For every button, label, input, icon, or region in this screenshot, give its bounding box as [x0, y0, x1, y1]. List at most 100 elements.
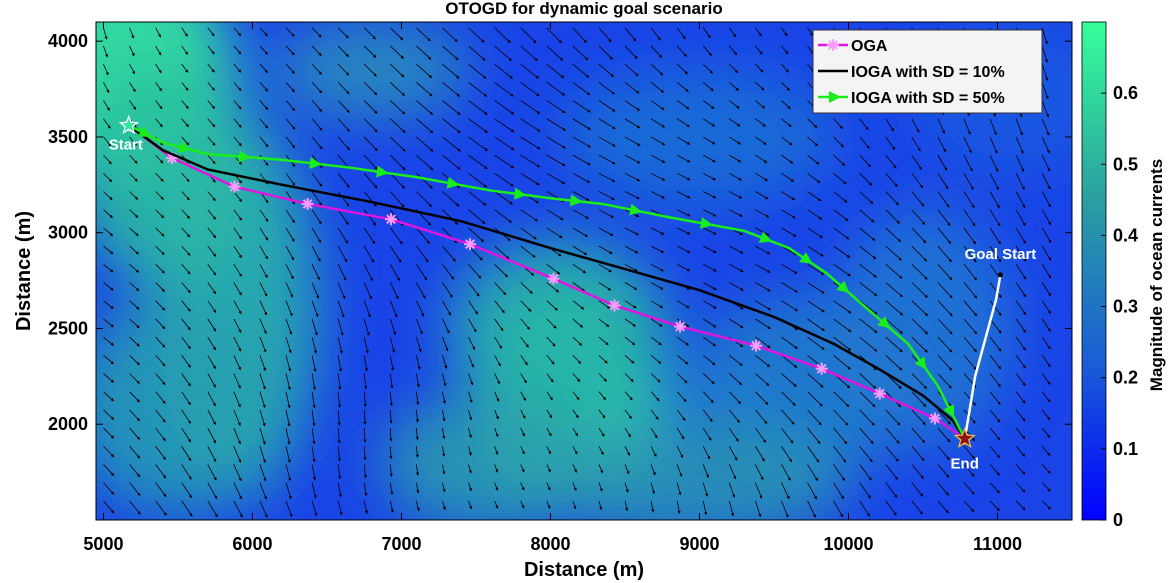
current-arrow — [259, 482, 267, 500]
current-arrow — [729, 373, 743, 386]
current-arrow — [729, 136, 741, 145]
current-arrow — [389, 446, 393, 460]
current-arrow — [572, 427, 579, 437]
current-arrow — [728, 409, 740, 424]
current-arrow — [494, 118, 515, 133]
current-arrow — [416, 227, 430, 245]
current-arrow — [676, 209, 691, 217]
current-arrow — [702, 136, 716, 145]
current-arrow — [363, 245, 375, 263]
current-arrow — [442, 355, 448, 369]
current-arrow — [363, 336, 369, 354]
current-arrow — [676, 300, 690, 309]
current-arrow — [363, 209, 377, 226]
current-arrow — [728, 500, 735, 517]
current-arrow — [702, 500, 708, 516]
current-arrow — [703, 282, 717, 290]
current-arrow — [416, 63, 433, 79]
current-arrow — [520, 482, 525, 491]
current-arrow — [937, 445, 950, 461]
current-arrow — [181, 336, 191, 350]
current-arrow — [807, 464, 819, 482]
current-arrow — [103, 227, 114, 237]
current-arrow — [442, 45, 459, 61]
current-arrow — [363, 100, 378, 114]
current-arrow — [911, 500, 923, 515]
legend-label: OGA — [851, 38, 888, 55]
current-arrow — [598, 227, 614, 236]
current-arrow — [207, 100, 216, 110]
current-arrow — [546, 172, 566, 185]
current-arrow — [572, 154, 591, 166]
current-arrow — [676, 373, 688, 384]
current-arrow — [285, 409, 291, 427]
y-axis: 2000 2500 3000 3500 4000 — [48, 31, 1072, 434]
current-arrow — [363, 409, 367, 425]
current-arrow — [442, 409, 446, 422]
current-arrow — [1015, 300, 1027, 316]
data-point — [446, 176, 460, 189]
current-arrow — [416, 118, 434, 134]
current-arrow — [859, 191, 874, 205]
current-arrow — [363, 27, 376, 40]
data-point — [914, 356, 927, 370]
current-arrow — [989, 427, 1001, 441]
current-arrow — [259, 136, 269, 148]
current-arrow — [207, 446, 217, 463]
current-arrow — [415, 409, 419, 423]
current-arrow — [833, 227, 850, 240]
current-arrow — [259, 300, 267, 316]
current-arrow — [285, 227, 295, 242]
current-arrow — [650, 136, 666, 146]
current-arrow — [415, 355, 421, 370]
current-arrow — [207, 373, 216, 388]
current-arrow — [311, 173, 323, 187]
current-arrow — [520, 63, 539, 79]
current-arrow — [624, 318, 636, 327]
current-arrow — [520, 355, 528, 366]
current-arrow — [911, 445, 925, 462]
current-arrow — [207, 427, 216, 444]
current-arrow — [572, 446, 578, 455]
current-arrow — [389, 300, 398, 318]
current-arrow — [807, 154, 820, 165]
colorbar-tick-label: 0.2 — [1113, 368, 1138, 388]
current-arrow — [155, 282, 165, 292]
legend-entry: OGA — [818, 38, 888, 55]
current-arrow — [181, 391, 191, 406]
current-arrow — [415, 336, 422, 353]
current-arrow — [494, 500, 499, 509]
current-arrow — [520, 409, 526, 419]
current-arrow — [337, 63, 350, 76]
current-arrow — [337, 500, 343, 516]
current-arrow — [520, 227, 537, 240]
current-arrow — [1041, 300, 1051, 315]
current-arrow — [572, 100, 591, 113]
current-arrow — [181, 100, 189, 110]
current-arrow — [181, 82, 189, 91]
current-arrow — [129, 209, 139, 219]
current-arrow — [937, 264, 953, 281]
current-arrow — [1041, 45, 1049, 63]
current-arrow — [1015, 336, 1026, 351]
current-arrow — [754, 500, 762, 518]
current-arrow — [442, 136, 461, 152]
current-arrow — [807, 409, 822, 426]
current-arrow — [624, 300, 637, 309]
current-arrow — [885, 245, 902, 261]
current-arrow — [937, 118, 945, 134]
current-arrow — [1015, 445, 1026, 457]
current-arrow — [1041, 64, 1049, 82]
current-arrow — [494, 191, 513, 205]
current-arrow — [676, 446, 684, 459]
current-arrow — [650, 409, 659, 420]
current-arrow — [207, 63, 215, 73]
current-arrow — [650, 27, 661, 41]
current-arrow — [311, 100, 323, 113]
current-arrow — [103, 191, 113, 201]
current-arrow — [207, 27, 215, 37]
colorbar-tick-label: 0 — [1113, 510, 1123, 530]
current-arrow — [337, 245, 348, 263]
current-arrow — [337, 100, 350, 114]
field-region — [559, 66, 840, 207]
